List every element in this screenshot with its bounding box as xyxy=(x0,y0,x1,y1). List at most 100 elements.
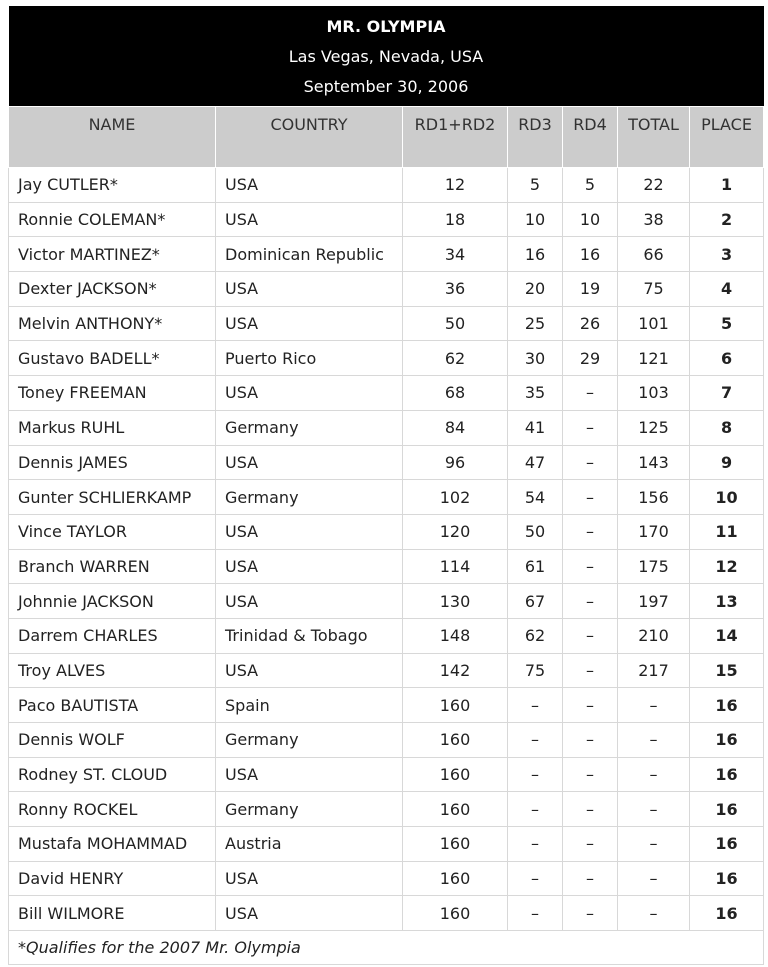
country-cell: USA xyxy=(215,167,403,203)
total-cell: 103 xyxy=(617,375,690,411)
column-header-rd3: RD3 xyxy=(507,106,563,168)
country-cell: Trinidad & Tobago xyxy=(215,617,403,654)
place-cell: 5 xyxy=(688,305,765,342)
rd12-cell: 96 xyxy=(402,444,508,481)
place-cell: 16 xyxy=(688,756,765,793)
total-cell: 143 xyxy=(617,444,690,481)
rd4-cell: – xyxy=(562,409,618,446)
rd3-cell: 10 xyxy=(507,201,563,238)
rd12-cell: 50 xyxy=(402,305,508,342)
name-cell: Gunter SCHLIERKAMP xyxy=(8,479,216,515)
place-cell: 2 xyxy=(688,201,765,238)
rd4-cell: 5 xyxy=(562,167,618,203)
place-cell: 14 xyxy=(688,617,765,654)
name-cell: Gustavo BADELL* xyxy=(8,340,216,377)
country-cell: Germany xyxy=(215,722,403,758)
rd12-cell: 34 xyxy=(402,236,508,273)
rd4-cell: – xyxy=(562,687,618,723)
place-cell: 3 xyxy=(688,236,765,273)
table-row: Branch WARREN USA 114 61–175 12 xyxy=(8,548,765,585)
column-header-name: NAME xyxy=(8,106,216,168)
rd4-cell: – xyxy=(562,444,618,481)
column-header-place: PLACE xyxy=(688,106,765,168)
rd4-cell: 26 xyxy=(562,305,618,342)
total-cell: 210 xyxy=(617,617,690,654)
rd3-cell: – xyxy=(507,860,563,897)
rd12-cell: 160 xyxy=(402,860,508,897)
total-cell: 22 xyxy=(617,167,690,203)
rd12-cell: 160 xyxy=(402,722,508,758)
rd3-cell: – xyxy=(507,826,563,862)
rd3-cell: 67 xyxy=(507,583,563,619)
rd3-cell: 16 xyxy=(507,236,563,273)
column-header-rd4: RD4 xyxy=(562,106,618,168)
name-cell: Branch WARREN xyxy=(8,548,216,585)
table-row: Dennis JAMES USA 96 47–143 9 xyxy=(8,444,765,481)
rd12-cell: 160 xyxy=(402,687,508,723)
rd3-cell: 54 xyxy=(507,479,563,515)
column-header-total: TOTAL xyxy=(617,106,690,168)
place-cell: 16 xyxy=(688,895,765,932)
name-cell: Vince TAYLOR xyxy=(8,513,216,550)
total-cell: – xyxy=(617,860,690,897)
name-cell: Dennis WOLF xyxy=(8,722,216,758)
name-cell: Melvin ANTHONY* xyxy=(8,305,216,342)
country-cell: USA xyxy=(215,756,403,793)
place-cell: 6 xyxy=(688,340,765,377)
country-cell: USA xyxy=(215,305,403,342)
country-cell: Austria xyxy=(215,826,403,862)
table-row: Vince TAYLOR USA 120 50–170 11 xyxy=(8,513,765,550)
rd3-cell: 5 xyxy=(507,167,563,203)
rd4-cell: – xyxy=(562,513,618,550)
total-cell: 66 xyxy=(617,236,690,273)
rd4-cell: – xyxy=(562,583,618,619)
rd4-cell: 16 xyxy=(562,236,618,273)
rd12-cell: 36 xyxy=(402,271,508,307)
total-cell: – xyxy=(617,722,690,758)
event-title: MR. OLYMPIA xyxy=(326,17,446,36)
table-row: David HENRY USA 160– – –16 xyxy=(8,860,765,897)
name-cell: Ronnie COLEMAN* xyxy=(8,201,216,238)
table-row: Jay CUTLER* USA 12 5 5 22 1 xyxy=(8,167,765,203)
rd4-cell: – xyxy=(562,548,618,585)
name-cell: Dexter JACKSON* xyxy=(8,271,216,307)
place-cell: 16 xyxy=(688,860,765,897)
place-cell: 12 xyxy=(688,548,765,585)
name-cell: Markus RUHL xyxy=(8,409,216,446)
event-location: Las Vegas, Nevada, USA xyxy=(288,47,484,66)
results-table: MR. OLYMPIA Las Vegas, Nevada, USA Septe… xyxy=(7,6,765,966)
place-cell: 7 xyxy=(688,375,765,411)
name-cell: Johnnie JACKSON xyxy=(8,583,216,619)
total-cell: 125 xyxy=(617,409,690,446)
total-cell: 38 xyxy=(617,201,690,238)
table-row: Victor MARTINEZ* Dominican Republic 34 16 16… xyxy=(8,236,765,273)
rd3-cell: 30 xyxy=(507,340,563,377)
rd12-cell: 62 xyxy=(402,340,508,377)
event-date: September 30, 2006 xyxy=(303,77,469,96)
rd3-cell: 25 xyxy=(507,305,563,342)
rd4-cell: – xyxy=(562,722,618,758)
country-cell: USA xyxy=(215,895,403,932)
rd4-cell: – xyxy=(562,860,618,897)
rd4-cell: – xyxy=(562,826,618,862)
country-cell: Spain xyxy=(215,687,403,723)
country-cell: USA xyxy=(215,583,403,619)
total-cell: – xyxy=(617,687,690,723)
total-cell: 121 xyxy=(617,340,690,377)
total-cell: 197 xyxy=(617,583,690,619)
table-row: Ronnie COLEMAN* USA 18 10 10 38 2 xyxy=(8,201,765,238)
name-cell: Bill WILMORE xyxy=(8,895,216,932)
qualification-footnote: *Qualifies for the 2007 Mr. Olympia xyxy=(7,930,765,966)
rd12-cell: 114 xyxy=(402,548,508,585)
rd12-cell: 142 xyxy=(402,652,508,689)
rd12-cell: 130 xyxy=(402,583,508,619)
rd4-cell: – xyxy=(562,791,618,828)
country-cell: USA xyxy=(215,201,403,238)
rd4-cell: 10 xyxy=(562,201,618,238)
table-row: Darrem CHARLES Trinidad & Tobago 148 62–210… xyxy=(8,617,765,654)
rd12-cell: 68 xyxy=(402,375,508,411)
total-cell: 156 xyxy=(617,479,690,515)
column-header-row: NAME COUNTRY RD1+RD2 RD3 RD4 TOTAL PLACE xyxy=(8,106,765,168)
total-cell: – xyxy=(617,895,690,932)
rd4-cell: – xyxy=(562,652,618,689)
